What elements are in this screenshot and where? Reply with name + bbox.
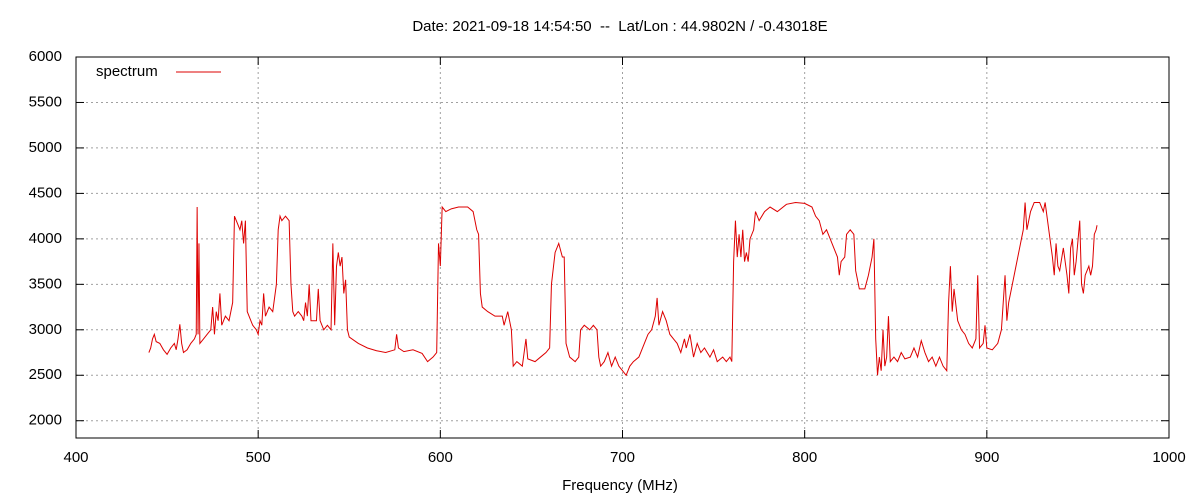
y-tick-label: 5000 — [29, 139, 62, 156]
data-line — [148, 201, 1098, 377]
x-tick-label: 400 — [63, 449, 88, 466]
x-tick-label: 500 — [246, 449, 271, 466]
y-tick-label: 3000 — [29, 321, 62, 338]
x-tick-label: 700 — [610, 449, 635, 466]
legend-label: spectrum — [96, 63, 158, 80]
chart-title: Date: 2021-09-18 14:54:50 -- Lat/Lon : 4… — [412, 18, 827, 35]
x-tick-label: 800 — [792, 449, 817, 466]
y-tick-label: 5500 — [29, 93, 62, 110]
x-axis-label: Frequency (MHz) — [562, 477, 678, 494]
y-tick-label: 4000 — [29, 230, 62, 247]
y-tick-label: 2000 — [29, 412, 62, 429]
plot-frame — [75, 56, 1170, 439]
y-tick-label: 3500 — [29, 275, 62, 292]
y-tick-label: 4500 — [29, 184, 62, 201]
x-tick-label: 900 — [974, 449, 999, 466]
y-tick-label: 2500 — [29, 366, 62, 383]
y-tick-label: 6000 — [29, 48, 62, 65]
x-tick-label: 600 — [428, 449, 453, 466]
x-tick-label: 1000 — [1152, 449, 1185, 466]
